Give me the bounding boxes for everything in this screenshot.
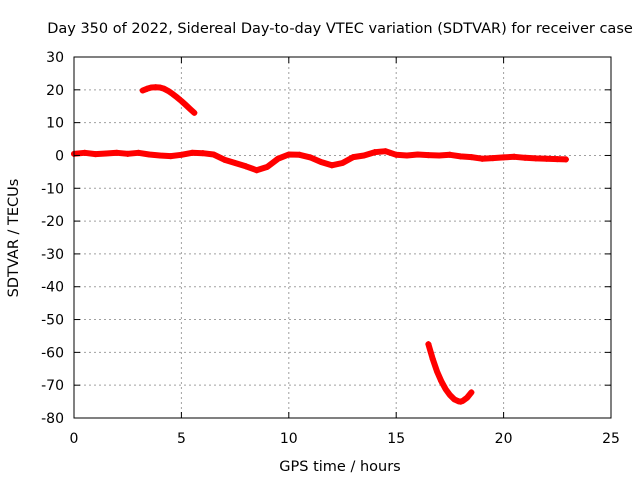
y-tick-label: 30 — [46, 50, 64, 66]
data-point — [532, 155, 539, 162]
x-axis-label: GPS time / hours — [279, 459, 400, 475]
x-tick-label: 20 — [495, 431, 513, 447]
y-tick-label: -60 — [41, 345, 64, 361]
data-point — [174, 94, 181, 101]
data-point — [464, 394, 471, 401]
y-tick-label: -50 — [41, 313, 64, 329]
x-tick-label: 10 — [280, 431, 298, 447]
data-point — [350, 154, 357, 161]
data-point — [459, 397, 466, 404]
data-point — [242, 163, 249, 170]
data-point — [339, 160, 346, 167]
data-point — [146, 151, 153, 158]
data-point — [264, 163, 271, 170]
data-point — [451, 396, 458, 403]
data-point — [199, 150, 206, 157]
data-point — [139, 87, 146, 94]
data-point — [113, 149, 120, 156]
data-point — [522, 154, 529, 161]
data-point — [156, 84, 163, 91]
data-point — [434, 368, 441, 375]
data-point — [232, 160, 239, 167]
data-point — [186, 105, 193, 112]
data-point — [382, 148, 389, 155]
data-point — [178, 151, 185, 158]
y-tick-label: -30 — [41, 247, 64, 263]
data-point — [446, 392, 453, 399]
data-point — [253, 167, 260, 174]
data-point — [178, 97, 185, 104]
grid-layer — [74, 57, 611, 418]
data-point — [103, 150, 110, 157]
x-tick-label: 25 — [602, 431, 620, 447]
data-point — [144, 85, 151, 92]
data-point — [165, 88, 172, 95]
y-tick-label: -70 — [41, 378, 64, 394]
data-layer — [71, 84, 569, 405]
data-point — [328, 162, 335, 169]
data-point — [442, 386, 449, 393]
data-point — [414, 151, 421, 158]
y-tick-label: -80 — [41, 411, 64, 427]
data-point — [468, 154, 475, 161]
y-tick-label: -20 — [41, 214, 64, 230]
y-axis-label: SDTVAR / TECUs — [6, 179, 22, 298]
data-point — [479, 155, 486, 162]
data-point — [436, 152, 443, 159]
data-point — [307, 154, 314, 161]
data-point — [169, 91, 176, 98]
data-point — [511, 153, 518, 160]
data-point — [489, 155, 496, 162]
data-point — [457, 153, 464, 160]
data-point — [92, 151, 99, 158]
data-point — [221, 156, 228, 163]
tick-layer: 0 5 10 15 20 25 -80 -70 -60 -50 -40 -30 -20 -10 0 10 20 3… — [41, 50, 620, 447]
data-point — [191, 109, 198, 116]
data-point — [393, 151, 400, 158]
data-point — [156, 152, 163, 159]
data-point — [429, 355, 436, 362]
y-tick-label: 0 — [55, 148, 64, 164]
data-point — [161, 85, 168, 92]
data-point — [275, 155, 282, 162]
data-point — [371, 149, 378, 156]
data-point — [360, 152, 367, 159]
x-tick-label: 0 — [70, 431, 79, 447]
data-point — [296, 151, 303, 158]
y-tick-label: 10 — [46, 116, 64, 132]
data-point — [403, 152, 410, 159]
data-point — [543, 155, 550, 162]
data-point — [285, 151, 292, 158]
data-point — [182, 101, 189, 108]
y-tick-label: -40 — [41, 280, 64, 296]
data-point — [210, 151, 217, 158]
data-point — [500, 154, 507, 161]
data-point — [446, 151, 453, 158]
data-point — [167, 153, 174, 160]
data-point — [124, 150, 131, 157]
plot-frame — [73, 56, 612, 419]
x-tick-label: 5 — [177, 431, 186, 447]
data-point — [318, 159, 325, 166]
data-point — [554, 156, 561, 163]
chart-title: Day 350 of 2022, Sidereal Day-to-day VTE… — [47, 21, 633, 37]
data-point — [81, 149, 88, 156]
data-point — [438, 378, 445, 385]
y-tick-label: 20 — [46, 83, 64, 99]
data-point — [135, 149, 142, 156]
x-tick-label: 15 — [387, 431, 405, 447]
y-tick-label: -10 — [41, 181, 64, 197]
data-point — [562, 156, 569, 163]
data-point — [468, 389, 475, 396]
data-point — [189, 149, 196, 156]
data-point — [425, 341, 432, 348]
data-point — [425, 152, 432, 159]
